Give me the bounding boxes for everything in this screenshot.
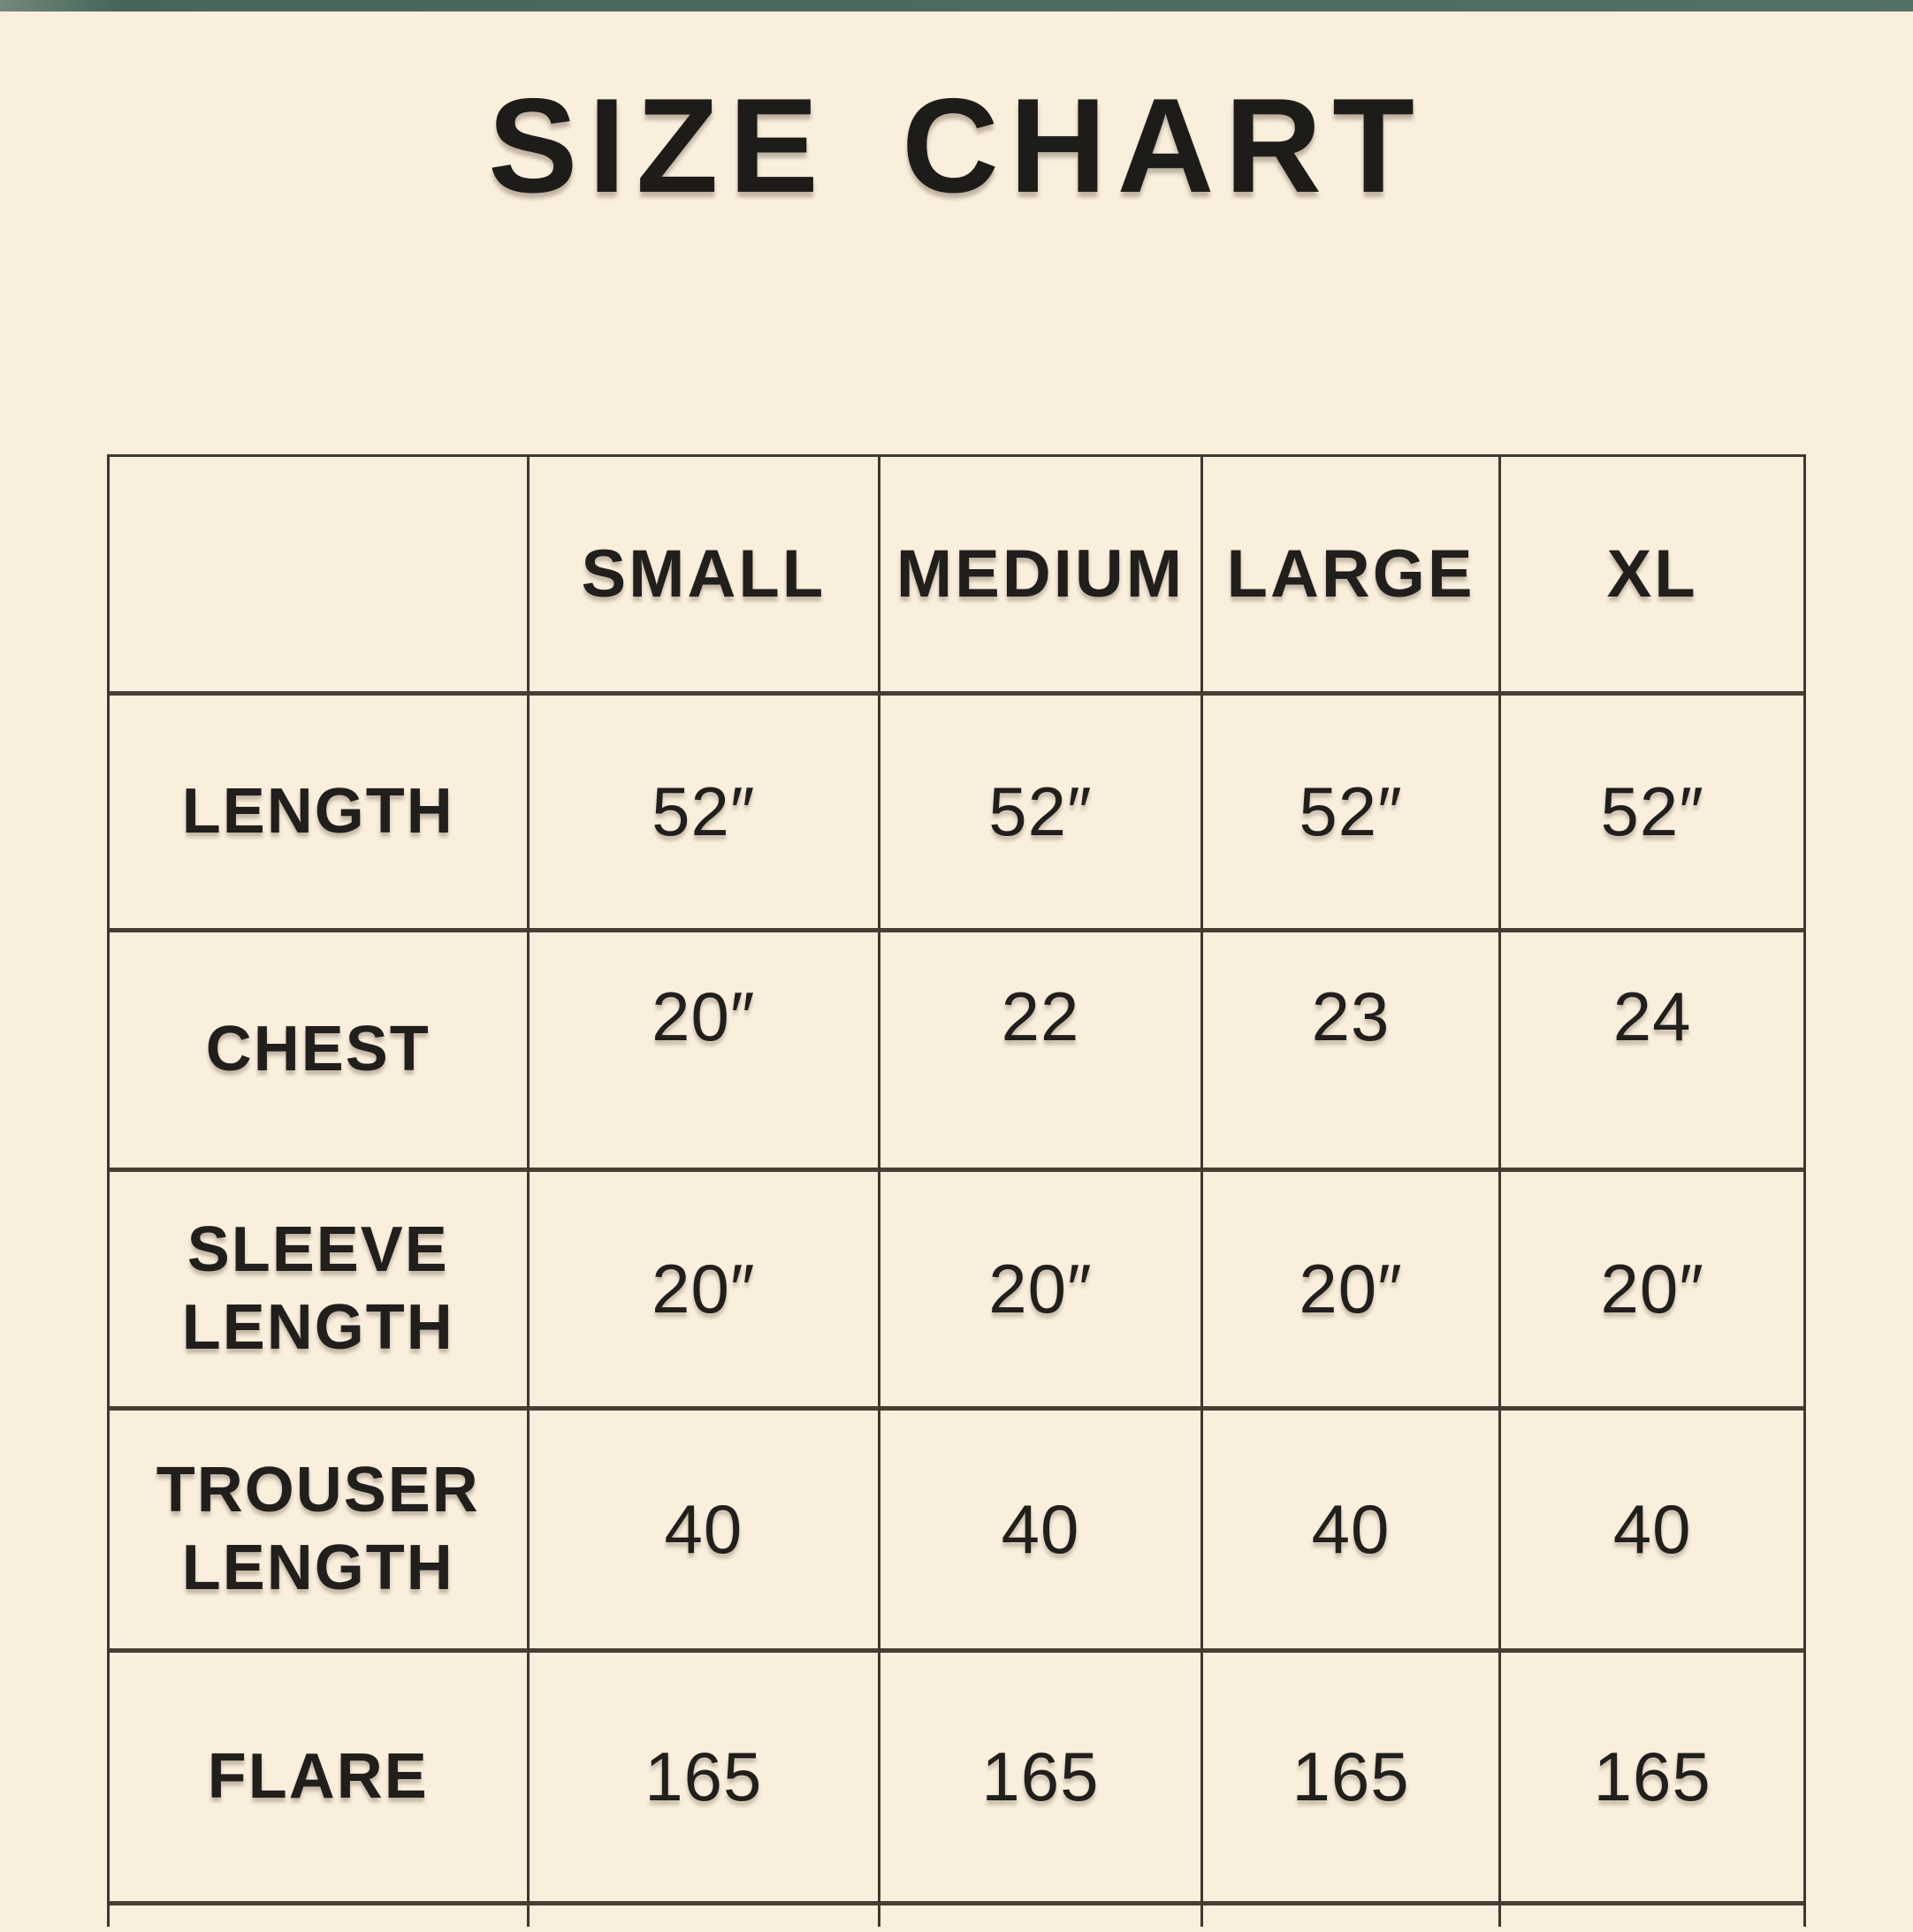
partial-row-cell xyxy=(1501,1905,1803,1927)
column-header-xl: XL xyxy=(1501,457,1803,696)
cell-trouser-large: 40 xyxy=(1202,1411,1502,1653)
cell-trouser-small: 40 xyxy=(529,1411,881,1653)
cell-sleeve-medium: 20″ xyxy=(880,1172,1203,1411)
top-accent-bar xyxy=(0,0,1913,11)
cell-chest-small: 20″ xyxy=(529,932,881,1172)
cell-chest-large-value: 23 xyxy=(1311,977,1391,1055)
cell-chest-medium: 22 xyxy=(880,932,1203,1172)
row-label-trouser-length: TROUSER LENGTH xyxy=(110,1411,530,1653)
partial-row-cell xyxy=(880,1905,1203,1927)
cell-length-large: 52″ xyxy=(1202,696,1502,932)
cell-chest-small-value: 20″ xyxy=(652,977,756,1055)
cell-length-xl: 52″ xyxy=(1501,696,1803,932)
cell-sleeve-xl: 20″ xyxy=(1501,1172,1803,1411)
cell-sleeve-small: 20″ xyxy=(529,1172,881,1411)
partial-row-cell xyxy=(1203,1905,1502,1927)
cell-chest-large: 23 xyxy=(1202,932,1502,1172)
partial-row-cell xyxy=(110,1905,530,1927)
cell-length-small: 52″ xyxy=(529,696,881,932)
cell-length-medium: 52″ xyxy=(880,696,1203,932)
column-header-small: SMALL xyxy=(529,457,881,696)
cell-chest-xl: 24 xyxy=(1501,932,1803,1172)
row-label-flare: FLARE xyxy=(110,1653,530,1905)
cell-flare-xl: 165 xyxy=(1501,1653,1803,1905)
cell-chest-xl-value: 24 xyxy=(1612,977,1692,1055)
cell-flare-medium: 165 xyxy=(880,1653,1203,1905)
partial-row-cell xyxy=(530,1905,881,1927)
cell-chest-medium-value: 22 xyxy=(1001,977,1080,1055)
cell-flare-small: 165 xyxy=(529,1653,881,1905)
column-header-medium: MEDIUM xyxy=(880,457,1203,696)
column-header-large: LARGE xyxy=(1202,457,1502,696)
page-title: SIZE CHART xyxy=(488,71,1425,221)
cell-trouser-xl: 40 xyxy=(1501,1411,1803,1653)
row-label-chest: CHEST xyxy=(110,932,530,1172)
cell-sleeve-large: 20″ xyxy=(1202,1172,1502,1411)
size-chart-table: SMALL MEDIUM LARGE XL LENGTH 52″ 52″ 52″… xyxy=(107,454,1806,1927)
cell-trouser-medium: 40 xyxy=(880,1411,1203,1653)
row-label-sleeve-length: SLEEVE LENGTH xyxy=(110,1172,530,1411)
column-header-blank xyxy=(110,457,530,696)
row-label-length: LENGTH xyxy=(110,696,530,932)
cell-flare-large: 165 xyxy=(1202,1653,1502,1905)
